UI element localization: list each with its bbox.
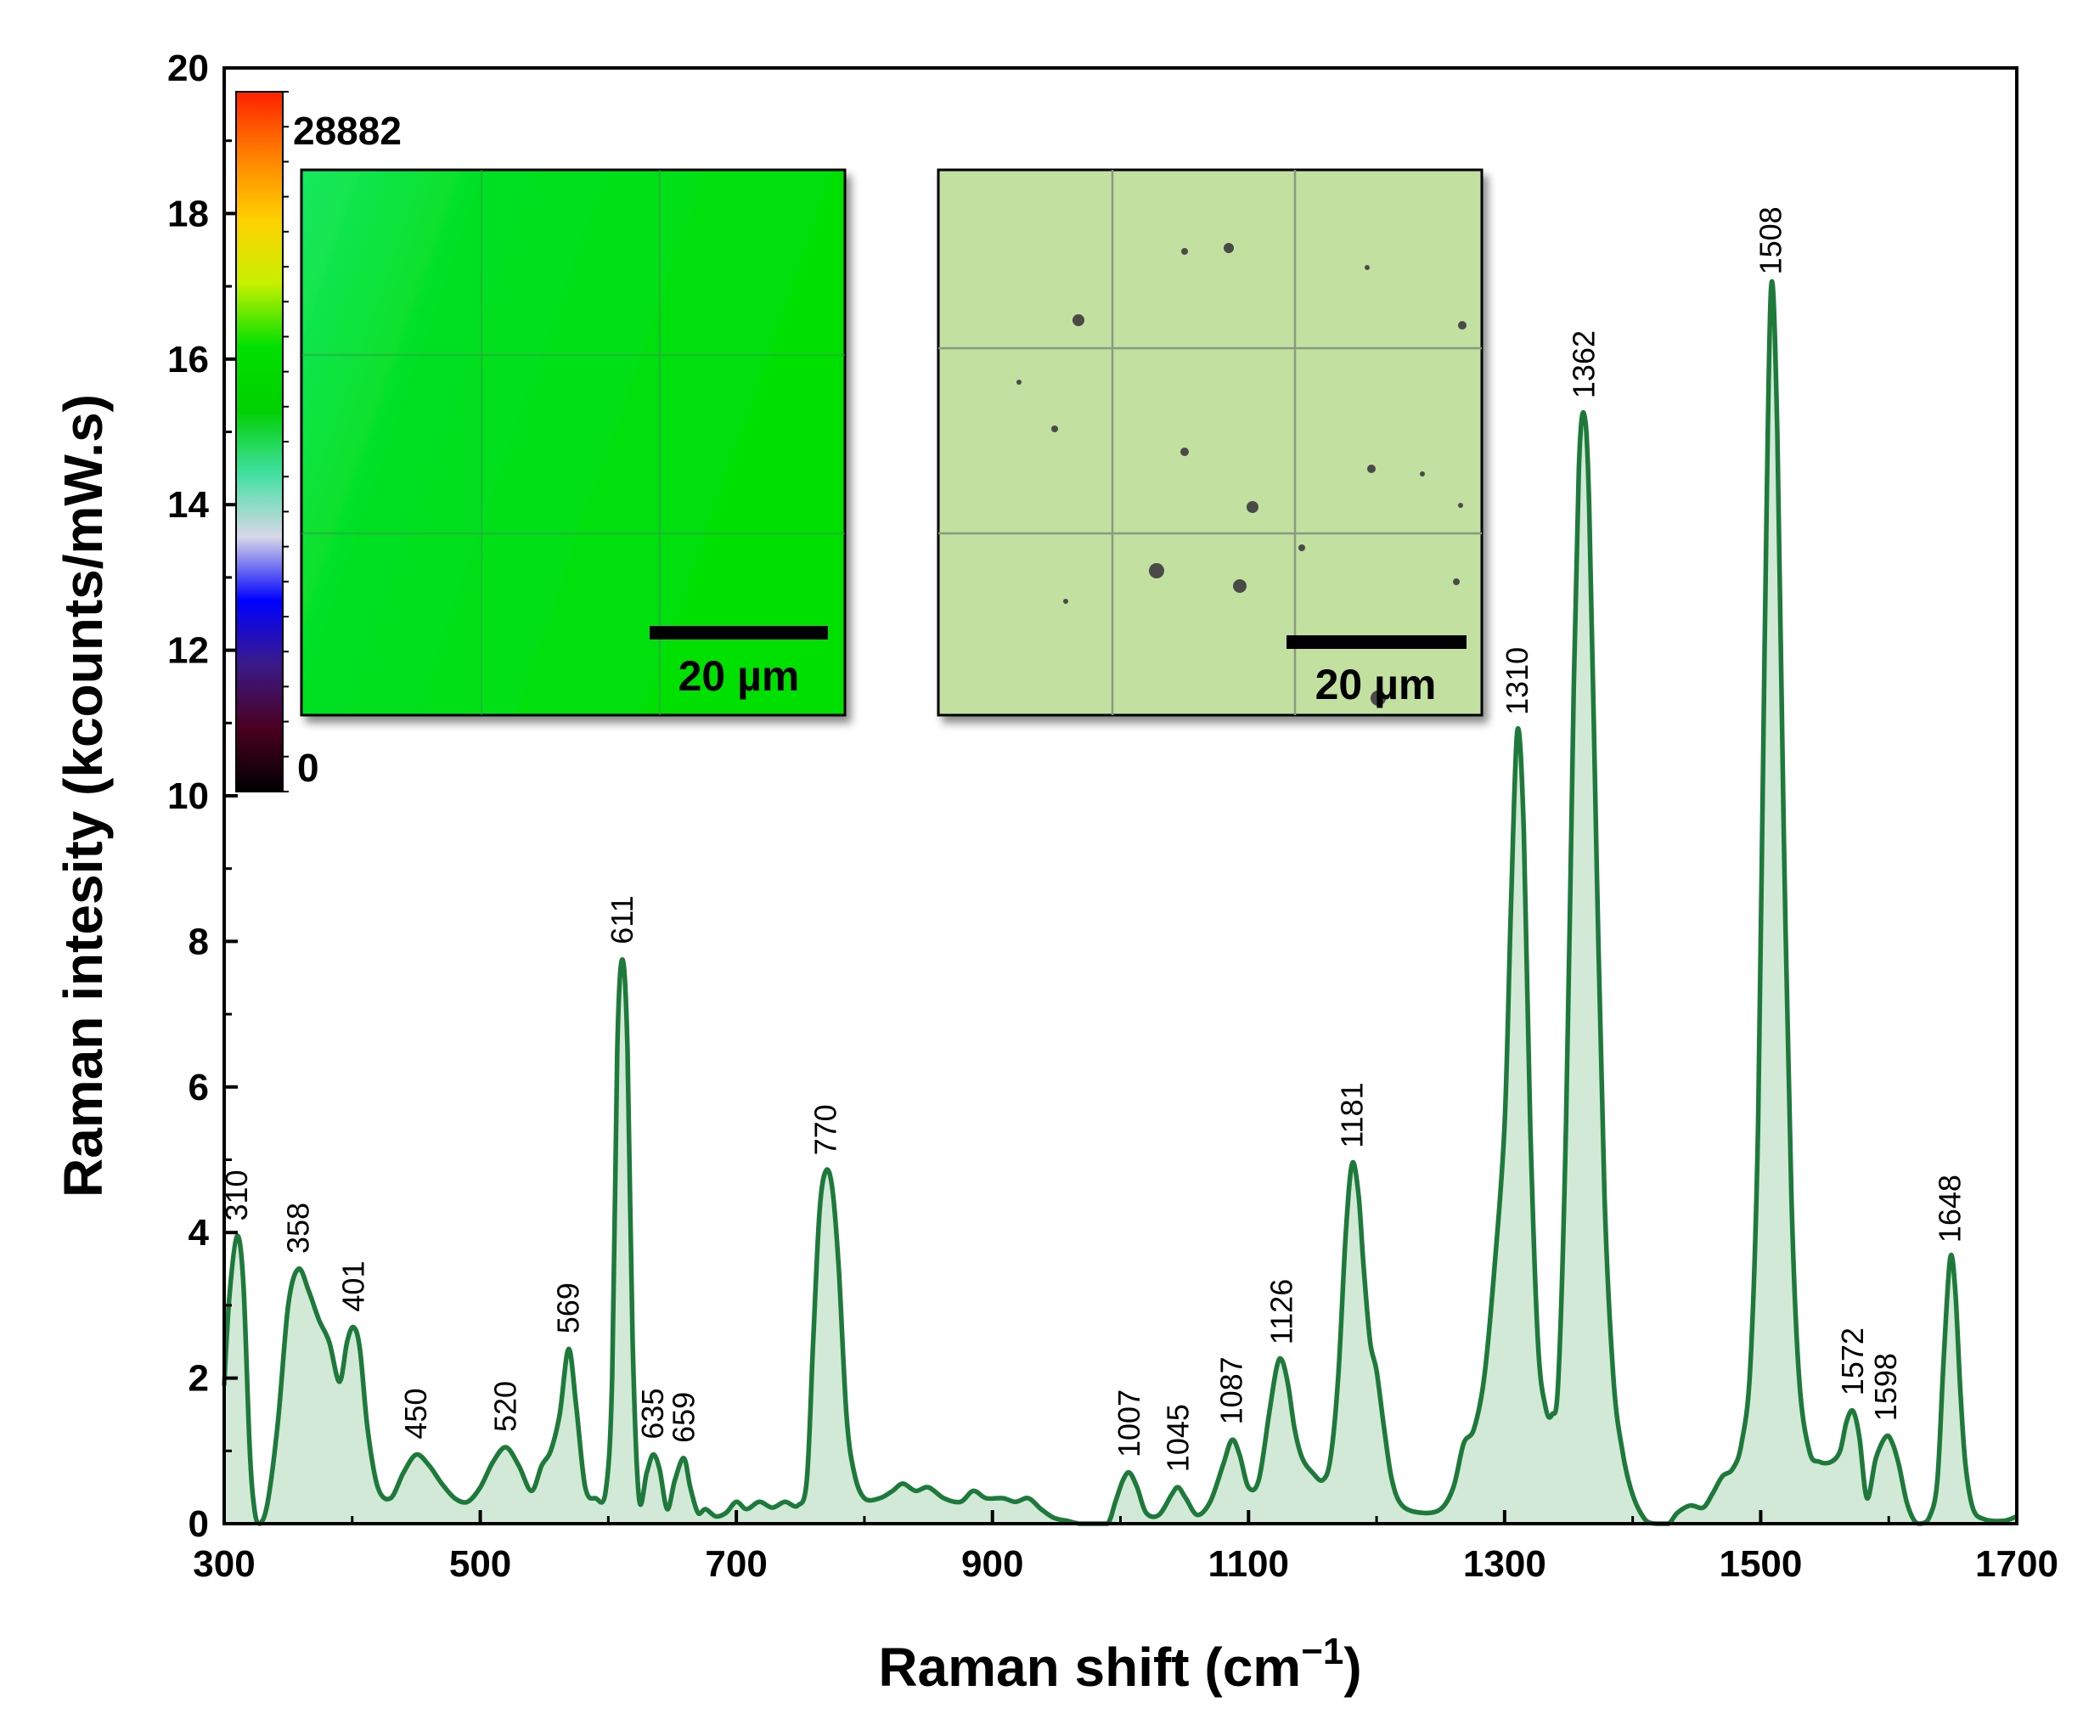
peak-label-1126: 1126 (1264, 1279, 1299, 1344)
optical-image-scale-bar (1286, 635, 1467, 649)
y-tick-label: 18 (167, 193, 209, 234)
x-axis: 300 500 700 900 1100 1300 1500 1700 (193, 1510, 2058, 1585)
x-tick-label: 300 (193, 1543, 255, 1585)
raman-map-scale-label: 20 µm (678, 652, 800, 700)
x-axis-title: Raman shift (cm−1) (878, 1631, 1361, 1698)
peak-label-450: 450 (398, 1389, 433, 1440)
optical-image-particles (1016, 243, 1467, 706)
optical-image-scale-label: 20 µm (1315, 661, 1437, 708)
y-tick-label: 6 (189, 1067, 209, 1108)
raman-map-inset (300, 168, 847, 717)
x-tick-label: 1500 (1719, 1543, 1802, 1585)
y-tick-label: 20 (167, 48, 209, 89)
peak-label-310: 310 (219, 1170, 254, 1220)
colorbar-ticks (283, 91, 289, 792)
peak-label-1045: 1045 (1160, 1404, 1195, 1472)
optical-image-inset (937, 168, 1484, 717)
peak-label-770: 770 (808, 1104, 843, 1155)
peak-label-1310: 1310 (1500, 647, 1534, 715)
colorbar (235, 91, 284, 792)
y-axis-title: Raman intesity (kcounts/mW.s) (53, 394, 114, 1198)
colorbar-min-label: 0 (297, 746, 319, 790)
y-tick-label: 2 (189, 1358, 209, 1400)
raman-map-grid (301, 170, 845, 715)
peak-label-1572: 1572 (1835, 1327, 1870, 1395)
peak-label-358: 358 (281, 1203, 316, 1254)
x-tick-label: 700 (705, 1543, 767, 1585)
x-tick-label: 1300 (1463, 1543, 1546, 1585)
peak-label-1648: 1648 (1933, 1175, 1968, 1243)
peak-label-611: 611 (605, 895, 639, 944)
peak-label-1181: 1181 (1334, 1082, 1369, 1147)
x-tick-label: 1700 (1975, 1543, 2058, 1585)
y-axis: 0 2 4 6 8 10 12 14 16 18 20 (167, 48, 238, 1545)
peak-label-1007: 1007 (1112, 1389, 1146, 1457)
peak-label-569: 569 (551, 1282, 586, 1333)
y-tick-label: 0 (189, 1503, 209, 1545)
x-tick-label: 900 (961, 1543, 1023, 1585)
x-tick-label: 500 (449, 1543, 511, 1585)
peak-label-1598: 1598 (1868, 1353, 1903, 1421)
peak-label-1362: 1362 (1566, 330, 1601, 398)
y-tick-label: 14 (167, 484, 209, 526)
spectrum-line (222, 279, 2018, 1526)
y-tick-label: 16 (167, 339, 209, 380)
x-tick-label: 1100 (1208, 1543, 1289, 1585)
raman-map-scale-bar (650, 626, 828, 640)
peak-label-1087: 1087 (1214, 1356, 1249, 1424)
peak-label-635: 635 (635, 1389, 670, 1440)
optical-image-grid (938, 170, 1482, 715)
y-tick-label: 4 (189, 1212, 210, 1254)
y-tick-label: 12 (167, 630, 209, 672)
peak-label-401: 401 (335, 1261, 370, 1312)
spectrum-area (224, 281, 2017, 1524)
peak-label-659: 659 (666, 1392, 701, 1443)
y-tick-label: 10 (167, 775, 209, 817)
peak-label-1508: 1508 (1754, 206, 1788, 274)
y-tick-label: 8 (189, 921, 209, 962)
colorbar-max-label: 28882 (293, 109, 402, 153)
peak-label-520: 520 (488, 1381, 523, 1432)
